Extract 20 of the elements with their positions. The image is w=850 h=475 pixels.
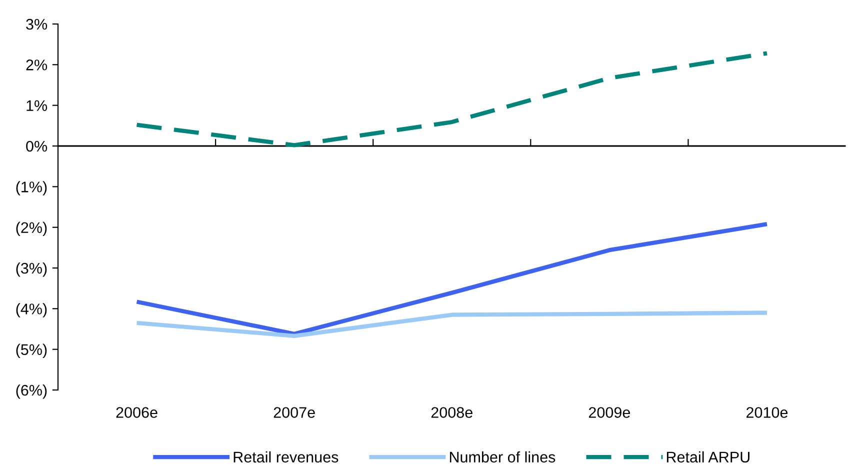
y-tick-label: 1%: [26, 100, 48, 111]
y-tick-label: (1%): [16, 181, 47, 196]
line-series: [134, 222, 770, 336]
x-tick-label: 2008e: [431, 407, 472, 418]
y-tick-label: (4%): [16, 303, 47, 318]
y-tick-label: (5%): [16, 344, 47, 358]
x-tick-label: 2009e: [588, 407, 630, 418]
y-tick-label: 0%: [26, 140, 48, 152]
x-tick-label: 2007e: [274, 407, 315, 418]
x-tick-label: 2006e: [116, 407, 158, 418]
legend-label: Retail revenues: [234, 451, 338, 463]
y-tick-label: 3%: [26, 18, 48, 30]
legend-label: Retail ARPU: [666, 451, 750, 463]
y-tick-label: (3%): [16, 262, 47, 277]
line-series: [134, 51, 770, 148]
y-tick-label: (2%): [16, 222, 47, 236]
y-tick-label: 2%: [26, 60, 48, 70]
legend-label: Number of lines: [450, 451, 556, 463]
y-tick-label: (6%): [16, 384, 47, 399]
x-tick-label: 2010e: [746, 407, 788, 418]
